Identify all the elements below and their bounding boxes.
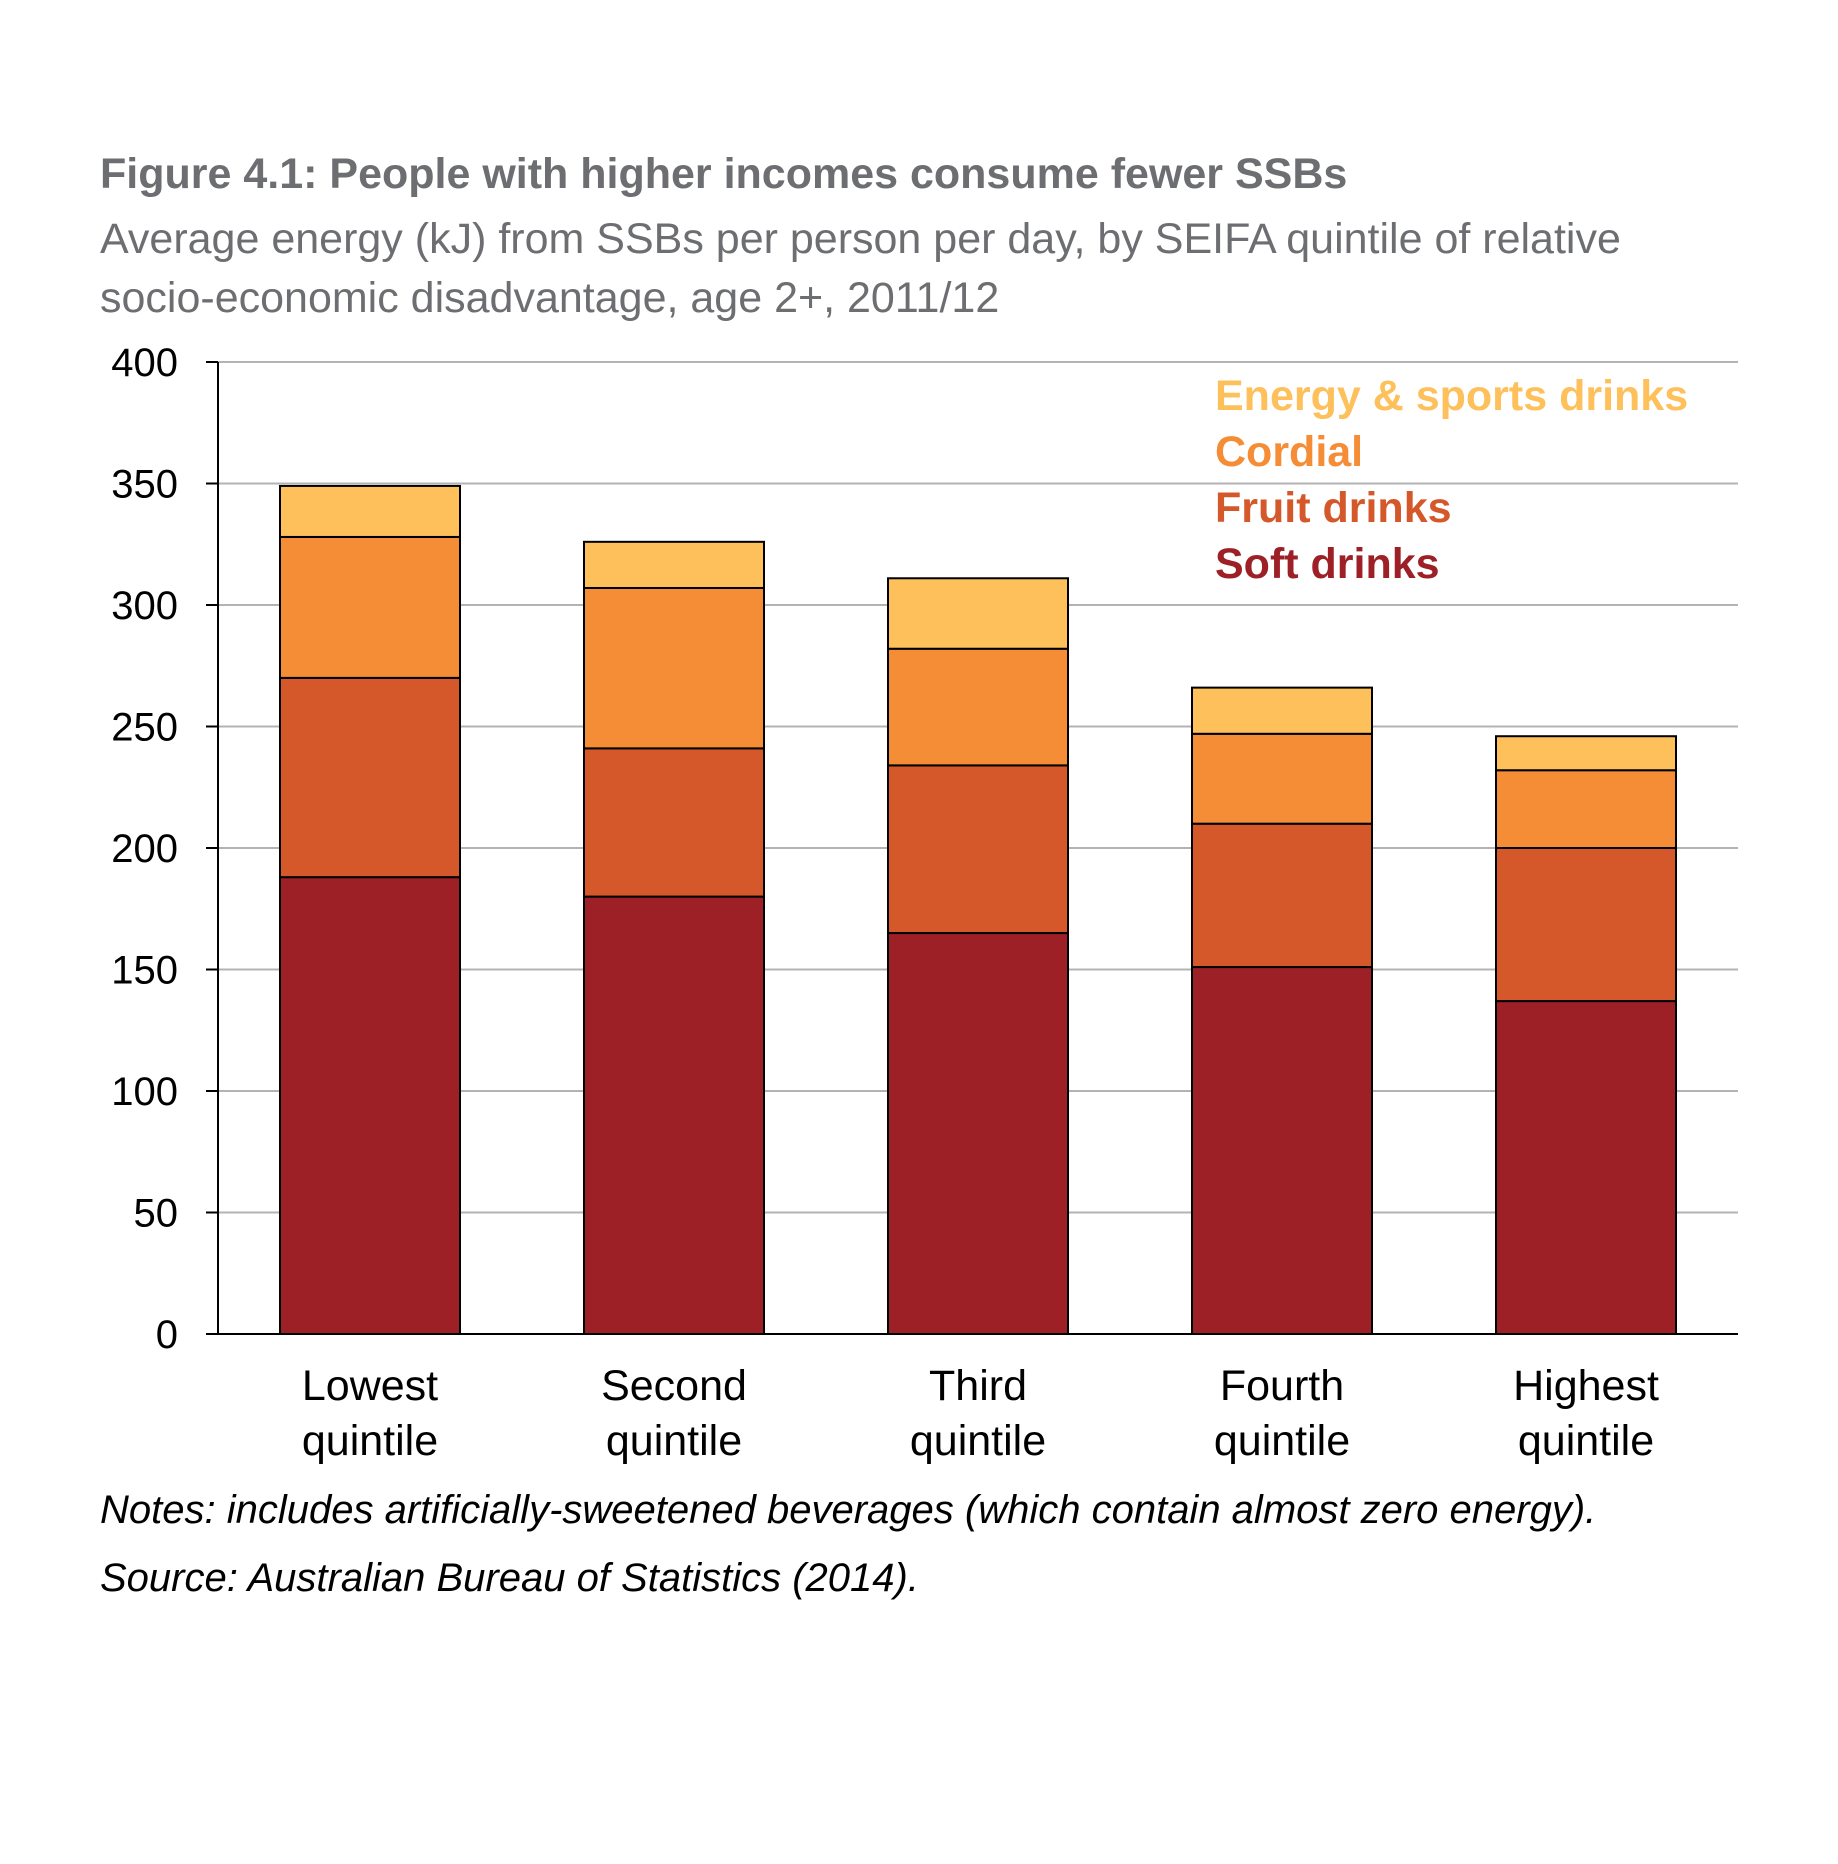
x-tick-label: Fourth	[1220, 1362, 1344, 1410]
x-tick-label: quintile	[606, 1417, 742, 1465]
x-tick-label: Lowest	[302, 1362, 438, 1410]
chart-notes: Notes: includes artificially-sweetened b…	[100, 1488, 1597, 1532]
x-tick-label: quintile	[1214, 1417, 1350, 1465]
bar-segment-cordial	[1495, 769, 1677, 849]
legend-entry: Fruit drinks	[1215, 484, 1452, 532]
y-tick-label: 0	[156, 1313, 178, 1357]
bar-segment-soft-drinks	[1495, 1000, 1677, 1336]
bar-segment-soft-drinks	[583, 895, 765, 1335]
bar-segment-energy-sports-drinks	[887, 577, 1069, 650]
x-tick-label: Highest	[1513, 1362, 1659, 1410]
chart-title: Figure 4.1: People with higher incomes c…	[100, 150, 1348, 198]
bars	[279, 484, 1677, 1336]
bar-segment-fruit-drinks	[1191, 822, 1373, 969]
bar-segment-fruit-drinks	[279, 676, 461, 879]
bar-segment-soft-drinks	[1191, 966, 1373, 1335]
y-tick-label: 200	[111, 827, 178, 871]
bar-segment-energy-sports-drinks	[1495, 735, 1677, 772]
bar-segment-fruit-drinks	[583, 747, 765, 898]
x-tick-label: Second	[601, 1362, 747, 1410]
legend: Energy & sports drinks Cordial Fruit drink…	[1215, 372, 1688, 588]
bar-segment-cordial	[887, 647, 1069, 767]
chart-source: Source: Australian Bureau of Statistics …	[100, 1556, 919, 1600]
bar-segment-energy-sports-drinks	[1191, 686, 1373, 735]
bar-segment-soft-drinks	[887, 932, 1069, 1335]
axes: 0 50 100 150 200 250 300 350 400 Lowest quintile Se…	[111, 341, 1738, 1465]
bar-segment-fruit-drinks	[887, 764, 1069, 935]
y-tick-label: 400	[111, 341, 178, 385]
bar-segment-energy-sports-drinks	[279, 484, 461, 538]
y-tick-label: 150	[111, 949, 178, 993]
bar-segment-cordial	[279, 535, 461, 679]
chart-subtitle: Average energy (kJ) from SSBs per person…	[100, 215, 1621, 322]
y-tick-label: 50	[134, 1192, 179, 1236]
legend-entry: Energy & sports drinks	[1215, 372, 1688, 420]
bar-segment-cordial	[1191, 732, 1373, 825]
x-tick-label: quintile	[1518, 1417, 1654, 1465]
x-tick-label: quintile	[302, 1417, 438, 1465]
legend-entry: Soft drinks	[1215, 540, 1440, 588]
y-tick-label: 300	[111, 584, 178, 628]
bar-segment-cordial	[583, 586, 765, 750]
x-tick-label: quintile	[910, 1417, 1046, 1465]
bar-segment-fruit-drinks	[1495, 847, 1677, 1003]
y-tick-label: 250	[111, 706, 178, 750]
legend-entry: Cordial	[1215, 428, 1363, 476]
bar-segment-energy-sports-drinks	[583, 540, 765, 589]
y-tick-label: 350	[111, 463, 178, 507]
y-tick-label: 100	[111, 1070, 178, 1114]
bar-segment-soft-drinks	[279, 876, 461, 1335]
x-tick-label: Third	[929, 1362, 1027, 1410]
